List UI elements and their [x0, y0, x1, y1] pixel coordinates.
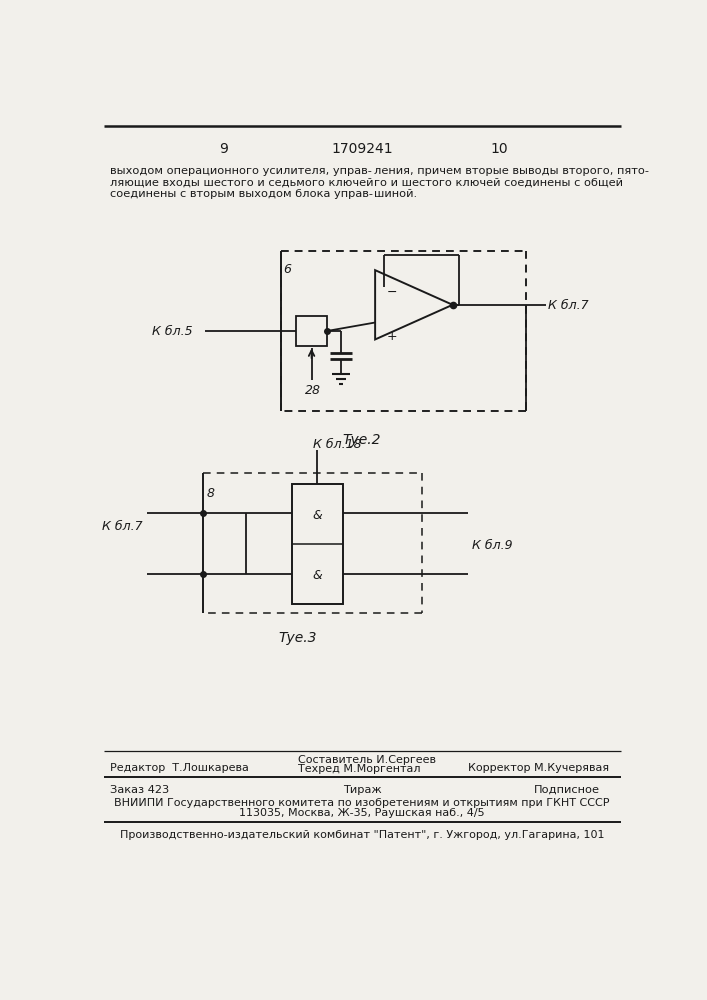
Text: К бл.9: К бл.9	[472, 539, 513, 552]
Text: Техред М.Моргентал: Техред М.Моргентал	[298, 764, 420, 774]
Text: Составитель И.Сергеев: Составитель И.Сергеев	[298, 755, 436, 765]
Text: &: &	[312, 509, 322, 522]
Text: Τуе.3: Τуе.3	[279, 631, 317, 645]
Text: Τуе.2: Τуе.2	[343, 433, 381, 447]
Text: Производственно-издательский комбинат "Патент", г. Ужгород, ул.Гагарина, 101: Производственно-издательский комбинат "П…	[119, 830, 604, 840]
Text: &: &	[312, 569, 322, 582]
Text: 10: 10	[491, 142, 508, 156]
Text: +: +	[387, 330, 397, 343]
Text: Редактор  Т.Лошкарева: Редактор Т.Лошкарева	[110, 763, 249, 773]
Text: 113035, Москва, Ж-35, Раушская наб., 4/5: 113035, Москва, Ж-35, Раушская наб., 4/5	[239, 808, 485, 818]
Text: Заказ 423: Заказ 423	[110, 785, 169, 795]
Text: 1709241: 1709241	[331, 142, 393, 156]
Text: К бл.7: К бл.7	[548, 299, 588, 312]
Text: ВНИИПИ Государственного комитета по изобретениям и открытиям при ГКНТ СССР: ВНИИПИ Государственного комитета по изоб…	[115, 798, 609, 808]
Text: Подписное: Подписное	[534, 785, 600, 795]
Text: 8: 8	[206, 487, 214, 500]
Text: −: −	[387, 286, 397, 299]
Bar	[292, 484, 343, 604]
Text: ления, причем вторые выводы второго, пято-
го и шестого ключей соединены с общей: ления, причем вторые выводы второго, пят…	[373, 166, 648, 199]
Text: выходом операционного усилителя, управ-
ляющие входы шестого и седьмого ключей
с: выходом операционного усилителя, управ- …	[110, 166, 373, 199]
Text: К бл.5: К бл.5	[152, 325, 192, 338]
Text: 28: 28	[305, 384, 322, 397]
Text: Корректор М.Кучерявая: Корректор М.Кучерявая	[468, 763, 609, 773]
Bar	[296, 316, 327, 346]
Text: 9: 9	[220, 142, 228, 156]
Text: Тираж: Тираж	[343, 785, 381, 795]
Text: 6: 6	[284, 263, 292, 276]
Text: К бл.18: К бл.18	[313, 438, 362, 451]
Text: К бл.7: К бл.7	[103, 520, 143, 533]
